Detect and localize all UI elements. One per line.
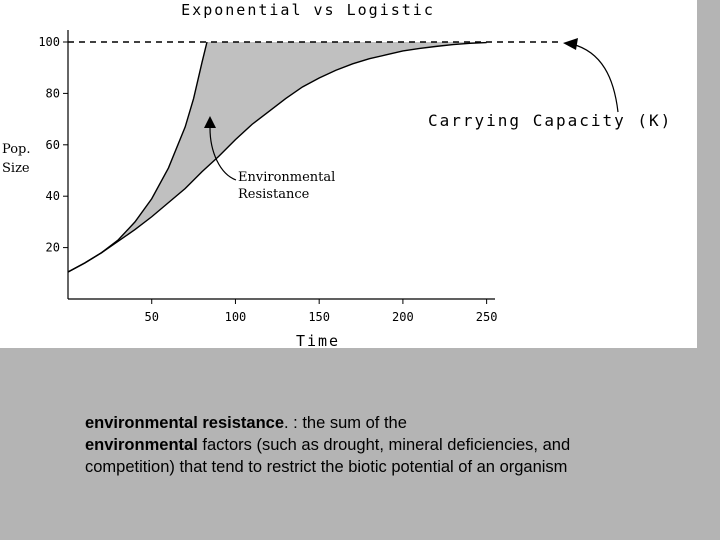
x-axis-label: Time [296, 332, 340, 348]
y-axis-label-line2: Size [2, 161, 30, 176]
chart: 50 100 150 200 250 20 40 60 80 100 Exponential vs… [2, 1, 672, 348]
logistic-growth-curve [67, 41, 487, 273]
chart-title: Exponential vs Logistic [181, 1, 435, 19]
carrying-capacity-arrow [571, 43, 619, 113]
carrying-capacity-label: Carrying Capacity (K) [428, 111, 672, 130]
x-tick-label: 150 [308, 310, 330, 324]
y-tick-label: 60 [46, 138, 60, 152]
x-tick-label: 50 [144, 310, 158, 324]
environmental-resistance-shading [68, 42, 487, 273]
y-tick-label: 100 [38, 35, 60, 49]
definition-term: environmental resistance [85, 414, 284, 432]
y-tick-label: 80 [46, 86, 60, 100]
x-tick-label: 250 [476, 310, 498, 324]
carrying-capacity-arrowhead [563, 38, 578, 50]
x-tick-label: 200 [392, 310, 414, 324]
y-tick-label: 20 [46, 241, 60, 255]
definition-after-term: . : the sum of the [284, 414, 407, 432]
environmental-resistance-label-line2: Resistance [238, 187, 310, 202]
y-axis-label-line1: Pop. [2, 142, 31, 157]
x-tick-label: 100 [225, 310, 247, 324]
environmental-resistance-label-line1: Environmental [238, 170, 335, 185]
chart-panel: 50 100 150 200 250 20 40 60 80 100 Exponential vs… [0, 0, 697, 348]
definition-term-2: environmental [85, 436, 198, 454]
environmental-resistance-arrowhead [204, 116, 216, 128]
definition-text: environmental resistance. : the sum of t… [85, 412, 645, 478]
y-tick-label: 40 [46, 189, 60, 203]
environmental-resistance-arrow [209, 127, 237, 181]
definition-body: factors (such as drought, mineral defici… [85, 436, 571, 476]
